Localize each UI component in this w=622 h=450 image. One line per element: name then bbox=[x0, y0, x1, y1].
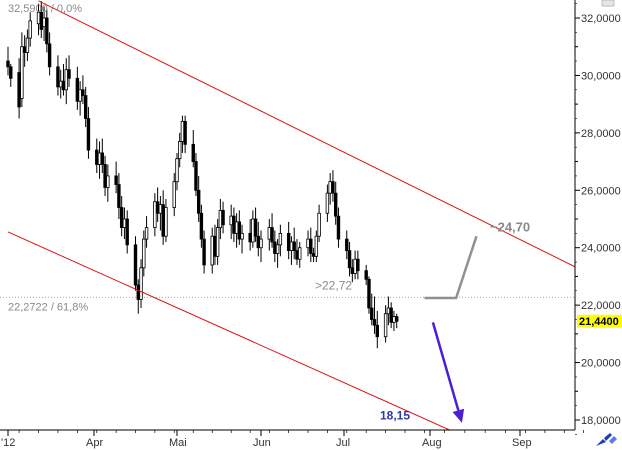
candle bbox=[253, 207, 258, 242]
candle bbox=[325, 184, 330, 222]
candle bbox=[372, 296, 377, 334]
candle bbox=[270, 213, 274, 248]
candle bbox=[333, 181, 338, 225]
plot-area bbox=[0, 0, 575, 430]
candle bbox=[331, 170, 335, 202]
x-tick-label: Jun bbox=[253, 437, 271, 449]
y-axis-ticks: 18,0000 20,0000 22,0000 24,0000 26,0000 28,00… bbox=[575, 3, 621, 435]
x-axis-ticks: '12 Apr Mai Jun Jul Aug Sep bbox=[1, 430, 584, 449]
candle bbox=[191, 129, 195, 168]
candle bbox=[47, 32, 52, 76]
candle bbox=[117, 173, 121, 219]
candle bbox=[20, 32, 24, 108]
scenario-up-path bbox=[424, 235, 478, 300]
candle bbox=[9, 63, 13, 87]
candle bbox=[278, 224, 283, 257]
candle bbox=[106, 164, 110, 202]
candle bbox=[345, 230, 349, 260]
fibonacci-0-label: 32,5900 / 0,0% bbox=[8, 3, 82, 15]
candle bbox=[199, 204, 204, 248]
y-tick-label: 22,0000 bbox=[581, 300, 621, 312]
candle bbox=[178, 132, 182, 168]
level-label: >22,72 bbox=[315, 278, 352, 292]
candle bbox=[347, 241, 352, 277]
candle bbox=[317, 204, 321, 242]
candle bbox=[275, 239, 280, 268]
candle bbox=[183, 115, 187, 153]
candle bbox=[292, 227, 296, 260]
y-tick-label: 20,0000 bbox=[581, 358, 621, 370]
candle bbox=[83, 86, 88, 128]
fibonacci-61-8-label: 22,2722 / 61,8% bbox=[8, 301, 88, 313]
y-tick-label: 32,0000 bbox=[581, 13, 621, 25]
candle bbox=[175, 152, 179, 191]
x-tick-label: Sep bbox=[512, 437, 532, 449]
y-tick-label: 24,0000 bbox=[581, 243, 621, 255]
candle bbox=[364, 264, 368, 286]
candle bbox=[395, 313, 399, 329]
candle bbox=[164, 198, 168, 242]
candle bbox=[142, 230, 146, 277]
x-tick-label: Mai bbox=[169, 437, 187, 449]
toolbar-square-button[interactable] bbox=[601, 0, 615, 7]
y-tick-label: 26,0000 bbox=[581, 185, 621, 197]
candle bbox=[375, 310, 379, 349]
candle bbox=[196, 175, 201, 222]
candle bbox=[100, 138, 104, 174]
candle bbox=[314, 230, 319, 263]
scenario-down-arrow bbox=[431, 322, 460, 411]
x-tick-label: Aug bbox=[422, 437, 442, 449]
candle bbox=[356, 250, 360, 280]
candle bbox=[81, 75, 85, 105]
candlestick-series bbox=[6, 1, 399, 349]
candle bbox=[28, 12, 32, 47]
x-tick-label: '12 bbox=[1, 437, 15, 449]
candle bbox=[114, 161, 118, 194]
candle bbox=[383, 305, 388, 343]
candle bbox=[336, 207, 341, 248]
channel-lower-line bbox=[7, 231, 451, 430]
candle bbox=[259, 230, 263, 263]
candle bbox=[125, 210, 129, 254]
y-tick-label: 30,0000 bbox=[581, 70, 621, 82]
candle bbox=[202, 230, 206, 274]
candle bbox=[309, 227, 313, 263]
candle bbox=[237, 210, 242, 245]
target-up-label: ~24,70 bbox=[490, 220, 530, 235]
candle bbox=[6, 46, 10, 76]
current-price-tag bbox=[577, 314, 622, 328]
candle bbox=[133, 236, 138, 291]
target-down-label: 18,15 bbox=[380, 409, 410, 423]
candle bbox=[119, 196, 124, 237]
candle bbox=[240, 224, 244, 254]
scenario-down-arrowhead bbox=[452, 408, 465, 423]
candle bbox=[194, 152, 198, 197]
chart-tools-icon bbox=[596, 433, 617, 446]
candle bbox=[139, 259, 143, 309]
candle bbox=[64, 58, 68, 105]
candle bbox=[67, 55, 71, 87]
candle bbox=[172, 173, 176, 217]
candle bbox=[56, 55, 60, 96]
candle bbox=[215, 219, 220, 265]
candle bbox=[153, 193, 157, 237]
channel-upper-line bbox=[38, 0, 575, 268]
current-price-value: 21,4400 bbox=[579, 316, 619, 328]
candle bbox=[298, 241, 302, 268]
candle bbox=[370, 293, 374, 326]
candle bbox=[221, 201, 225, 234]
y-tick-label: 28,0000 bbox=[581, 128, 621, 140]
y-tick-label: 18,0000 bbox=[581, 415, 621, 427]
candle bbox=[144, 216, 149, 248]
candle bbox=[45, 9, 49, 53]
x-tick-label: Jul bbox=[336, 437, 350, 449]
x-tick-label: Apr bbox=[86, 437, 103, 449]
candle bbox=[367, 276, 371, 314]
candle bbox=[25, 29, 30, 62]
candle bbox=[86, 107, 91, 159]
candle bbox=[389, 302, 393, 329]
